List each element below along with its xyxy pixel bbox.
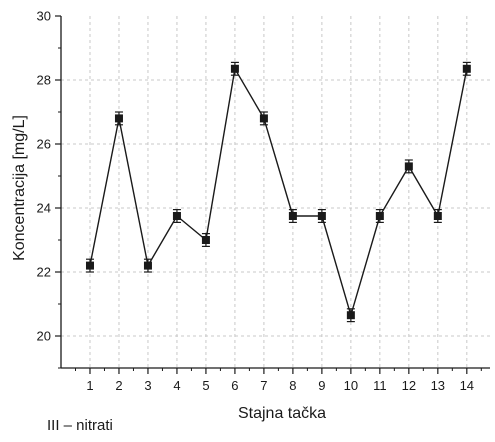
x-tick-label: 12 (402, 378, 416, 393)
x-tick-label: 2 (115, 378, 122, 393)
y-tick-label: 20 (37, 329, 51, 344)
y-tick-label: 28 (37, 73, 51, 88)
x-tick-label: 13 (431, 378, 445, 393)
x-tick-label: 10 (344, 378, 358, 393)
data-point (201, 236, 210, 244)
data-point (346, 311, 355, 320)
x-tick-label: 8 (289, 378, 296, 393)
figure-caption: III – nitrati (47, 417, 113, 434)
x-tick-label: 9 (318, 378, 325, 393)
data-point (230, 64, 239, 73)
x-tick-label: 11 (373, 378, 387, 393)
x-tick-label: 6 (231, 378, 238, 393)
x-tick-label: 7 (260, 378, 267, 393)
grid-layer (61, 16, 490, 368)
data-point (85, 261, 94, 270)
x-axis-title: Stajna tačka (238, 405, 326, 422)
y-tick-label: 30 (37, 9, 51, 24)
x-tick-label: 4 (173, 378, 180, 393)
data-point (143, 261, 152, 270)
x-tick-label: 3 (144, 378, 151, 393)
x-tick-label: 14 (460, 378, 474, 393)
series-line (89, 68, 468, 316)
data-point (288, 212, 297, 220)
data-point (375, 212, 384, 220)
y-tick-label: 24 (37, 201, 51, 216)
data-point (404, 162, 413, 171)
data-point (433, 212, 442, 220)
data-point (462, 64, 471, 73)
data-point (172, 212, 181, 220)
data-point (114, 114, 123, 123)
data-point (317, 212, 326, 220)
x-tick-label: 5 (202, 378, 209, 393)
y-tick-label: 26 (37, 137, 51, 152)
x-tick-label: 1 (86, 378, 93, 393)
data-point (259, 114, 268, 123)
y-axis-title: Koncentracija [mg/L] (11, 115, 28, 261)
series-layer (85, 61, 471, 323)
y-tick-label: 22 (37, 265, 51, 280)
